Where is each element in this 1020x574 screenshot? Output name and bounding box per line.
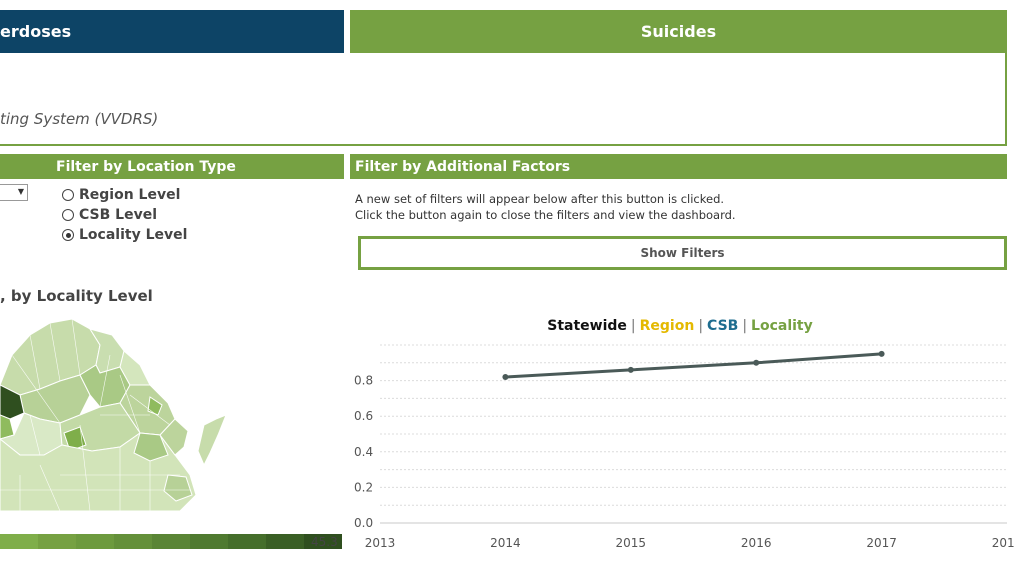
tab-suicides-label: Suicides	[640, 22, 717, 41]
map-region[interactable]	[163, 474, 193, 502]
chart-title-separator: |	[742, 318, 748, 334]
location-type-radio-group: Region Level CSB Level Locality Level	[62, 185, 187, 245]
map-region[interactable]	[159, 418, 189, 456]
x-tick-label: 2016	[741, 536, 772, 550]
legend-swatch	[152, 534, 190, 549]
tab-overdoses-label: erdoses	[0, 22, 72, 41]
data-point[interactable]	[502, 374, 509, 381]
legend-swatch	[0, 534, 38, 549]
radio-label: Region Level	[79, 187, 181, 203]
radio-locality-level[interactable]: Locality Level	[62, 225, 187, 245]
map-legend-bar	[0, 534, 342, 549]
radio-region-level[interactable]: Region Level	[62, 185, 187, 205]
data-point[interactable]	[753, 359, 760, 366]
location-filter-header: Filter by Location Type	[0, 154, 344, 179]
info-panel	[0, 53, 1007, 146]
legend-swatch	[304, 534, 342, 549]
chart-title-statewide: Statewide	[547, 318, 627, 334]
show-filters-button[interactable]: Show Filters	[358, 236, 1007, 270]
radio-button-icon[interactable]	[62, 189, 74, 201]
chart-title: Statewide | Region | CSB | Locality	[380, 318, 980, 334]
chart-title-separator: |	[698, 318, 704, 334]
map-region[interactable]	[0, 384, 25, 420]
y-tick-label: 0.0	[354, 516, 373, 530]
legend-swatch	[38, 534, 76, 549]
show-filters-label: Show Filters	[640, 246, 725, 260]
legend-swatch	[228, 534, 266, 549]
chart-title-csb: CSB	[707, 318, 739, 334]
chart-title-region: Region	[639, 318, 695, 334]
x-tick-label: 2017	[866, 536, 897, 550]
trend-line-chart: 0.0 0.2 0.4 0.6 0.8 2013 2014 2015 2016 2017 2018	[354, 344, 1015, 550]
y-tick-label: 0.2	[354, 480, 373, 494]
x-tick-label: 2018	[992, 536, 1015, 550]
legend-swatch	[190, 534, 228, 549]
series-line[interactable]	[505, 352, 882, 379]
location-filter-header-label: Filter by Location Type	[56, 158, 236, 175]
year-dropdown[interactable]: ▼	[0, 184, 28, 201]
tab-overdoses[interactable]: erdoses	[0, 10, 344, 53]
chevron-down-icon: ▼	[17, 187, 24, 196]
legend-swatch	[114, 534, 152, 549]
filter-note-line2: Click the button again to close the filt…	[355, 208, 736, 222]
filter-note-line1: A new set of filters will appear below a…	[355, 192, 725, 206]
locality-choropleth-map[interactable]	[0, 315, 240, 520]
radio-button-selected-icon[interactable]	[62, 229, 74, 241]
filter-note: A new set of filters will appear below a…	[355, 191, 736, 223]
legend-swatch	[266, 534, 304, 549]
map-region[interactable]	[63, 426, 87, 452]
source-text: ting System (VVDRS)	[0, 110, 159, 128]
radio-label: Locality Level	[79, 227, 188, 243]
tab-suicides[interactable]: Suicides	[350, 10, 1007, 53]
y-tick-label: 0.8	[354, 374, 373, 388]
map-region[interactable]	[133, 432, 169, 462]
legend-swatch	[76, 534, 114, 549]
legend-max-value: 45.3	[311, 535, 338, 549]
additional-filter-header-label: Filter by Additional Factors	[355, 158, 571, 175]
y-tick-label: 0.4	[354, 445, 373, 459]
radio-csb-level[interactable]: CSB Level	[62, 205, 187, 225]
x-tick-label: 2014	[490, 536, 521, 550]
map-title: , by Locality Level	[0, 287, 153, 305]
data-point[interactable]	[878, 350, 885, 357]
radio-label: CSB Level	[79, 207, 157, 223]
y-tick-label: 0.6	[354, 409, 373, 423]
x-tick-label: 2013	[365, 536, 396, 550]
radio-button-icon[interactable]	[62, 209, 74, 221]
data-point[interactable]	[627, 366, 634, 373]
x-tick-label: 2015	[616, 536, 647, 550]
additional-filter-header: Filter by Additional Factors	[350, 154, 1007, 179]
chart-title-locality: Locality	[751, 318, 813, 334]
map-region[interactable]	[147, 396, 163, 416]
chart-title-separator: |	[630, 318, 636, 334]
map-region[interactable]	[197, 414, 227, 467]
